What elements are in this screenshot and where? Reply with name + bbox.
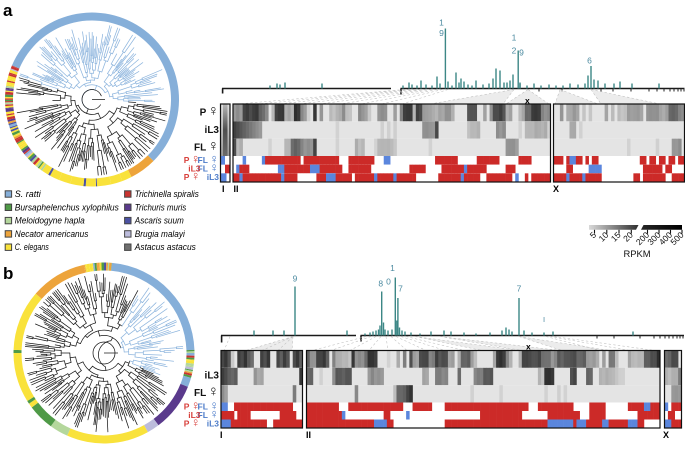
svg-text:7: 7 — [517, 284, 522, 294]
svg-text:I: I — [220, 430, 223, 440]
svg-text:9: 9 — [519, 48, 524, 58]
svg-text:2: 2 — [512, 46, 517, 56]
svg-text:7: 7 — [398, 284, 403, 294]
svg-text:iL3: iL3 — [205, 125, 220, 136]
svg-text:a: a — [3, 1, 13, 20]
svg-text:9: 9 — [439, 28, 444, 38]
svg-text:X: X — [553, 184, 559, 194]
svg-text:1: 1 — [390, 263, 395, 273]
svg-text:Bursaphelenchus xylophilus: Bursaphelenchus xylophilus — [15, 202, 120, 212]
svg-text:Trichinella spiralis: Trichinella spiralis — [135, 189, 200, 199]
svg-text:Ascaris suum: Ascaris suum — [134, 216, 184, 226]
svg-text:1: 1 — [512, 33, 517, 43]
svg-text:iL3: iL3 — [205, 371, 220, 382]
svg-text:S. ratti: S. ratti — [15, 189, 42, 199]
svg-text:8: 8 — [378, 279, 383, 289]
svg-text:Brugia malayi: Brugia malayi — [135, 229, 186, 239]
svg-text:0: 0 — [386, 277, 391, 287]
svg-text:Necator americanus: Necator americanus — [15, 229, 89, 239]
svg-text:Trichuris muris: Trichuris muris — [135, 202, 187, 212]
svg-text:b: b — [3, 264, 13, 283]
svg-text:X: X — [663, 430, 669, 440]
svg-text:II: II — [306, 430, 311, 440]
svg-text:iL3: iL3 — [207, 419, 220, 429]
svg-text:Meloidogyne hapla: Meloidogyne hapla — [15, 216, 85, 226]
svg-text:9: 9 — [293, 274, 298, 284]
svg-text:C. elegans: C. elegans — [15, 242, 49, 252]
svg-text:iL3: iL3 — [207, 172, 220, 182]
svg-text:I: I — [222, 184, 225, 194]
svg-text:1: 1 — [439, 18, 444, 28]
svg-text:I: I — [543, 315, 545, 324]
svg-text:Astacus astacus: Astacus astacus — [134, 242, 197, 252]
svg-text:6: 6 — [587, 56, 592, 66]
svg-text:II: II — [234, 184, 239, 194]
svg-text:RPKM: RPKM — [623, 248, 650, 259]
